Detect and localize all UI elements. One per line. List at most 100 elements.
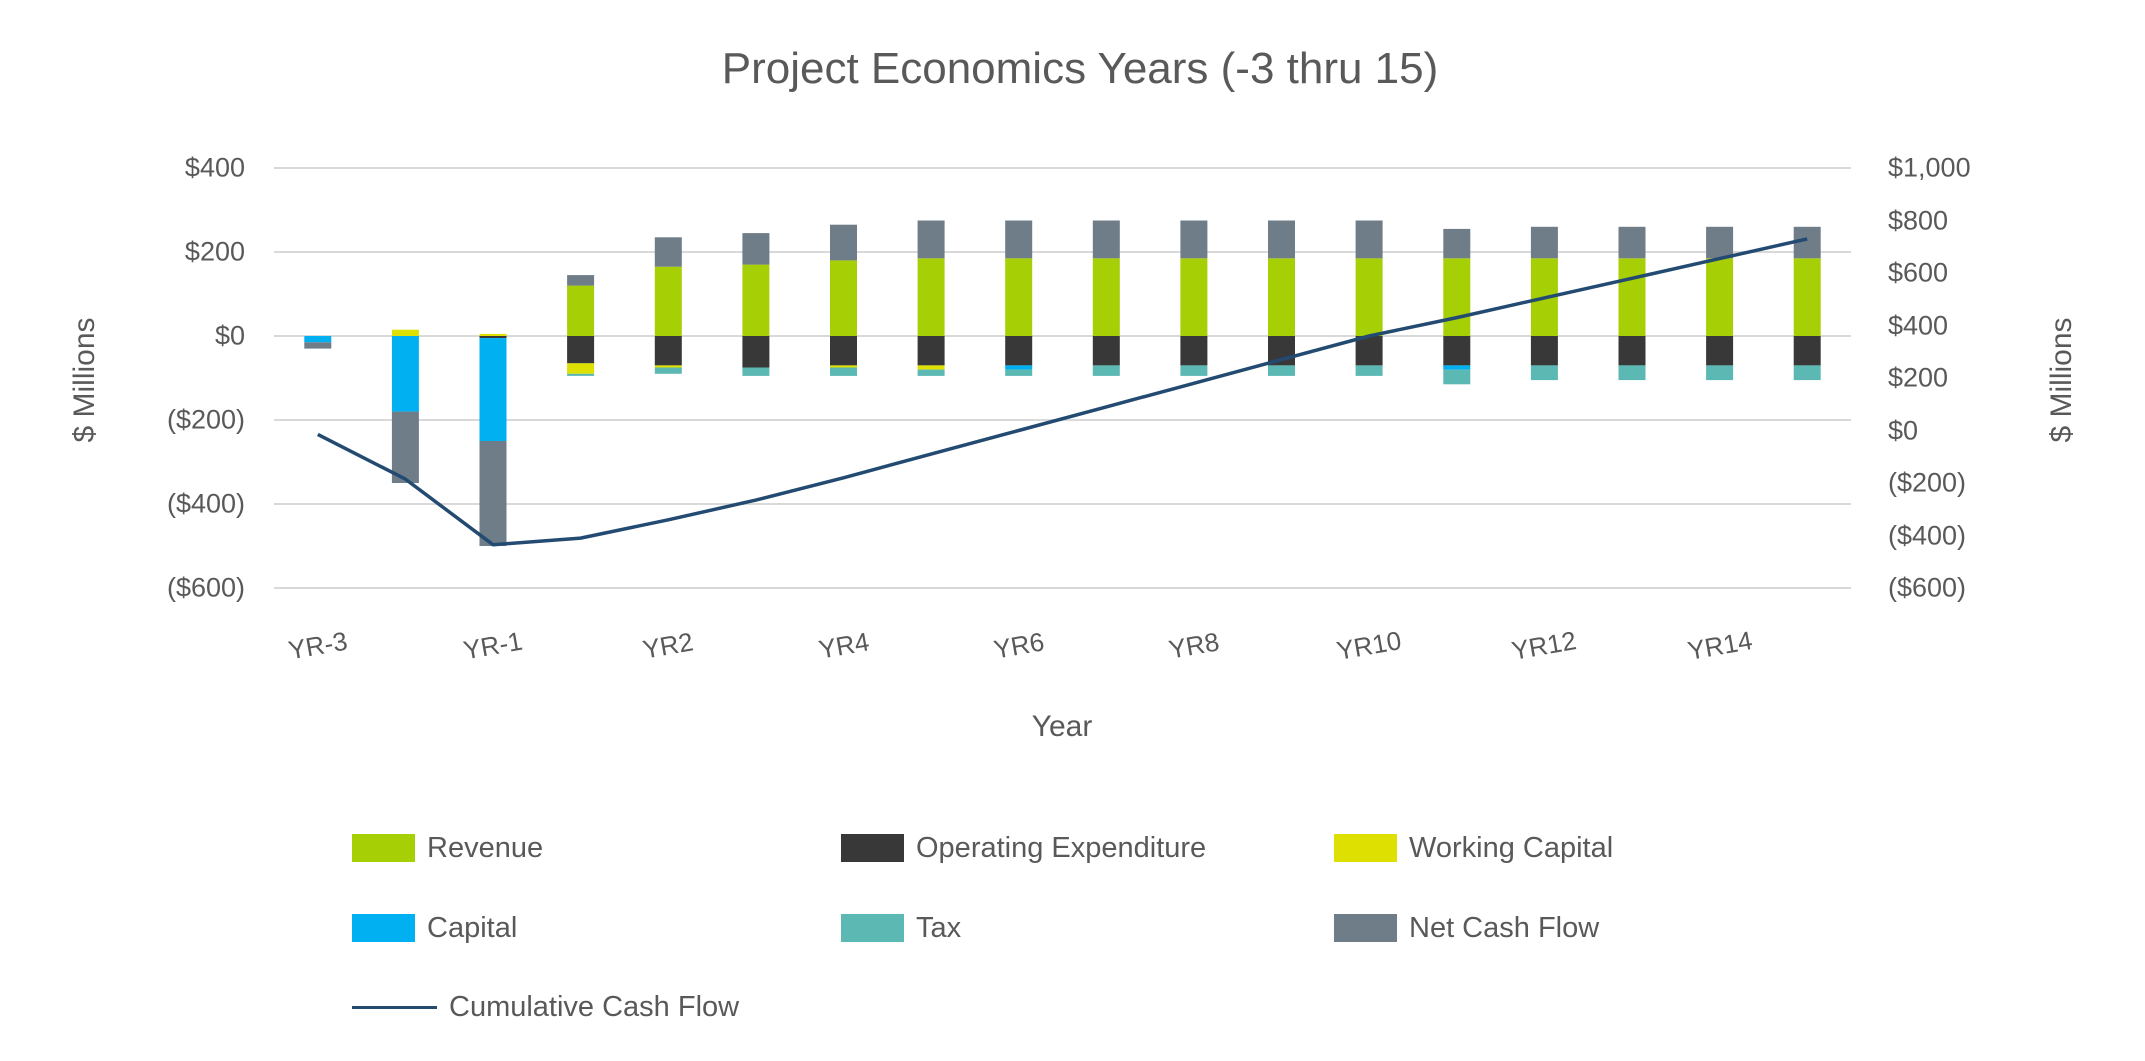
bar-segment-revenue	[742, 264, 770, 336]
bar-segment-tax	[1092, 365, 1120, 376]
bar-segment-net-cash-flow	[1180, 220, 1208, 259]
bar-segment-net-cash-flow	[1443, 228, 1471, 259]
bar-segment-tax	[1793, 365, 1821, 381]
bar-segment-operating-expenditure	[917, 336, 945, 366]
right-axis-tick-label: $800	[1888, 205, 1949, 235]
bar-segment-tax	[1355, 365, 1383, 376]
bar-segment-capital	[304, 336, 332, 343]
bar-segment-operating-expenditure	[742, 336, 770, 368]
right-axis-tick-label: $1,000	[1888, 152, 1971, 183]
bar-segment-revenue	[1793, 258, 1821, 336]
bar-segment-tax	[1618, 365, 1646, 381]
legend-color-swatch	[1334, 914, 1397, 942]
bar-segment-revenue	[830, 260, 857, 336]
legend-label: Revenue	[427, 831, 544, 864]
bar-segment-operating-expenditure	[1092, 336, 1120, 366]
bar-segment-net-cash-flow	[917, 220, 945, 259]
legend-item-tax: Tax	[841, 911, 961, 945]
bar-segment-capital	[391, 336, 419, 412]
legend-label: Cumulative Cash Flow	[449, 990, 740, 1023]
legend-item-working-capital: Working Capital	[1334, 831, 1613, 865]
left-axis-tick-label: $0	[214, 320, 245, 351]
bar-segment-tax	[742, 367, 770, 376]
bar-segment-net-cash-flow	[1530, 226, 1558, 259]
left-axis-tick-label: ($400)	[166, 488, 245, 519]
bar-segment-net-cash-flow	[391, 411, 419, 483]
bar-segment-revenue	[1180, 258, 1208, 336]
bar-segment-operating-expenditure	[1180, 336, 1208, 366]
legend-label: Tax	[916, 911, 962, 944]
bar-segment-tax	[567, 373, 595, 376]
bar-segment-operating-expenditure	[479, 336, 507, 339]
chart-title: Project Economics Years (-3 thru 15)	[721, 44, 1439, 93]
bar-segment-net-cash-flow	[1355, 220, 1383, 259]
bar-segment-revenue	[1005, 258, 1033, 336]
legend-item-operating-expenditure: Operating Expenditure	[841, 831, 1206, 865]
bar-segment-net-cash-flow	[567, 275, 595, 286]
bar-segment-tax	[1443, 369, 1471, 385]
legend-label: Working Capital	[1409, 831, 1614, 864]
legend-item-cumulative-cash-flow: Cumulative Cash Flow	[352, 990, 739, 1024]
legend-color-swatch	[352, 834, 415, 862]
bar-segment-net-cash-flow	[1706, 226, 1734, 259]
bar-segment-working-capital	[567, 363, 595, 374]
legend-color-swatch	[841, 914, 904, 942]
right-axis-tick-label: $600	[1888, 257, 1949, 288]
bar-segment-operating-expenditure	[1005, 336, 1033, 366]
legend-item-capital: Capital	[352, 911, 517, 945]
bar-segment-revenue	[1443, 258, 1471, 336]
bar-segment-tax	[830, 367, 857, 376]
bar-segment-revenue	[1355, 258, 1383, 336]
right-axis-tick-label: ($600)	[1888, 572, 1967, 603]
bar-segment-operating-expenditure	[1618, 336, 1646, 366]
bar-segment-tax	[1005, 369, 1033, 376]
bar-segment-tax	[1706, 365, 1734, 381]
bar-segment-net-cash-flow	[1092, 220, 1120, 259]
legend-label: Operating Expenditure	[916, 831, 1207, 864]
bar-segment-operating-expenditure	[1443, 336, 1471, 366]
bar-segment-net-cash-flow	[1005, 220, 1033, 259]
bar-segment-working-capital	[917, 365, 945, 370]
bar-segment-operating-expenditure	[1706, 336, 1734, 366]
legend-label: Capital	[427, 911, 518, 944]
left-axis-tick-label: ($200)	[166, 404, 245, 435]
legend-color-swatch	[352, 914, 415, 942]
bar-segment-tax	[654, 367, 682, 374]
left-axis-tick-label: $400	[184, 152, 245, 183]
legend-line-swatch	[352, 1005, 437, 1009]
bar-segment-capital	[479, 338, 507, 441]
bar-segment-net-cash-flow	[742, 233, 770, 265]
bar-segment-operating-expenditure	[567, 336, 595, 364]
right-axis-tick-label: $200	[1888, 362, 1949, 393]
cumulative-cash-flow-line	[317, 237, 1808, 547]
legend-color-swatch	[841, 834, 904, 862]
bar-segment-revenue	[1092, 258, 1120, 336]
left-axis-tick-label: $200	[184, 236, 245, 267]
bar-segment-revenue	[1618, 258, 1646, 336]
bar-segment-working-capital	[830, 365, 857, 368]
bar-segment-net-cash-flow	[479, 441, 507, 546]
bar-segment-revenue	[1706, 258, 1734, 336]
bar-segment-revenue	[1268, 258, 1295, 336]
bar-segment-net-cash-flow	[830, 224, 857, 261]
bar-segment-revenue	[567, 285, 595, 336]
bar-segment-operating-expenditure	[654, 336, 682, 366]
bar-segment-operating-expenditure	[830, 336, 857, 366]
bar-segment-net-cash-flow	[1268, 220, 1295, 259]
bar-segment-working-capital	[479, 333, 507, 336]
bar-segment-net-cash-flow	[1618, 226, 1646, 259]
right-axis-title: $ Millions	[2045, 317, 2078, 443]
bar-segment-working-capital	[654, 365, 682, 368]
bar-segment-capital	[1443, 365, 1471, 370]
bar-segment-tax	[1180, 365, 1208, 376]
bar-segment-tax	[1268, 365, 1295, 376]
bar-segment-working-capital	[391, 329, 419, 336]
left-axis-tick-label: ($600)	[166, 572, 245, 603]
bar-segment-tax	[917, 369, 945, 376]
bar-segment-capital	[1005, 365, 1033, 370]
legend-item-net-cash-flow: Net Cash Flow	[1334, 911, 1599, 945]
bar-segment-net-cash-flow	[304, 342, 332, 349]
x-axis-title: Year	[1031, 710, 1093, 743]
